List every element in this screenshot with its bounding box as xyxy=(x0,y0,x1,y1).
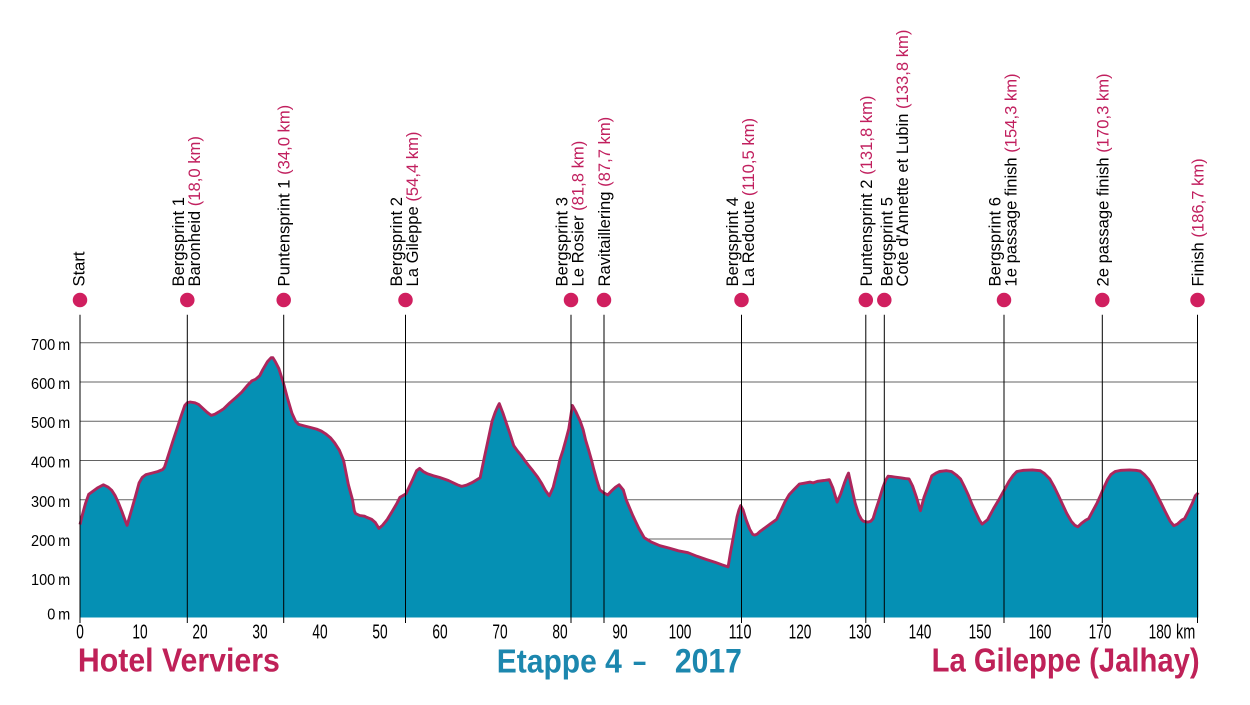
svg-text:10: 10 xyxy=(132,621,147,644)
svg-text:90: 90 xyxy=(612,621,627,644)
svg-text:Puntensprint 1 (34,0 km): Puntensprint 1 (34,0 km) xyxy=(275,105,294,287)
svg-text:100: 100 xyxy=(669,621,692,644)
svg-text:200 m: 200 m xyxy=(31,533,70,550)
svg-text:150: 150 xyxy=(969,621,992,644)
svg-text:La Gileppe (Jalhay): La Gileppe (Jalhay) xyxy=(932,642,1200,679)
svg-text:Ravitaillering (87,7 km): Ravitaillering (87,7 km) xyxy=(595,117,614,287)
svg-text:Baronheid (18,0 km): Baronheid (18,0 km) xyxy=(185,136,204,286)
svg-text:400 m: 400 m xyxy=(31,455,70,472)
svg-text:–: – xyxy=(633,643,646,680)
svg-text:2e passage finish (170,3 km): 2e passage finish (170,3 km) xyxy=(1093,73,1112,286)
svg-text:700 m: 700 m xyxy=(31,337,70,354)
svg-text:Start: Start xyxy=(70,251,89,286)
svg-text:40: 40 xyxy=(312,621,327,644)
svg-text:Finish (186,7 km): Finish (186,7 km) xyxy=(1189,158,1208,286)
svg-text:160: 160 xyxy=(1029,621,1052,644)
svg-text:Cote d'Annette et Lubin (133,8: Cote d'Annette et Lubin (133,8 km) xyxy=(893,30,912,287)
svg-text:600 m: 600 m xyxy=(31,376,70,393)
svg-text:Puntensprint 2 (131,8 km): Puntensprint 2 (131,8 km) xyxy=(857,96,876,287)
svg-text:170: 170 xyxy=(1089,621,1112,644)
svg-text:20: 20 xyxy=(192,621,207,644)
svg-text:La Gileppe (54,4 km): La Gileppe (54,4 km) xyxy=(403,132,422,287)
svg-text:Bergsprint 1: Bergsprint 1 xyxy=(169,197,188,286)
svg-text:300 m: 300 m xyxy=(31,494,70,511)
svg-text:Etappe 4: Etappe 4 xyxy=(497,643,623,680)
svg-text:70: 70 xyxy=(492,621,507,644)
svg-text:Bergsprint 3: Bergsprint 3 xyxy=(553,197,572,286)
svg-text:Hotel Verviers: Hotel Verviers xyxy=(78,642,280,679)
svg-text:30: 30 xyxy=(252,621,267,644)
svg-text:100 m: 100 m xyxy=(31,572,70,589)
svg-text:120: 120 xyxy=(789,621,812,644)
svg-text:500 m: 500 m xyxy=(31,415,70,432)
svg-text:180: 180 xyxy=(1149,621,1172,644)
svg-text:Bergsprint 2: Bergsprint 2 xyxy=(387,197,406,286)
svg-text:0 m: 0 m xyxy=(47,607,70,624)
svg-text:80: 80 xyxy=(552,621,567,644)
svg-text:2017: 2017 xyxy=(675,643,742,681)
svg-text:La Redoute (110,5 km): La Redoute (110,5 km) xyxy=(739,118,758,287)
svg-text:km: km xyxy=(1176,621,1195,644)
svg-text:60: 60 xyxy=(432,621,447,644)
svg-text:110: 110 xyxy=(729,621,752,644)
svg-text:140: 140 xyxy=(909,621,932,644)
svg-text:1e passage finish (154,3 km): 1e passage finish (154,3 km) xyxy=(1002,73,1021,286)
svg-text:Bergsprint 5: Bergsprint 5 xyxy=(878,197,897,286)
svg-text:Bergsprint 4: Bergsprint 4 xyxy=(723,197,742,286)
svg-text:130: 130 xyxy=(849,621,872,644)
svg-text:50: 50 xyxy=(372,621,387,644)
svg-text:Le Rosier (81,8 km): Le Rosier (81,8 km) xyxy=(569,141,588,287)
svg-text:0: 0 xyxy=(76,621,84,644)
svg-text:Bergsprint 6: Bergsprint 6 xyxy=(986,197,1005,286)
